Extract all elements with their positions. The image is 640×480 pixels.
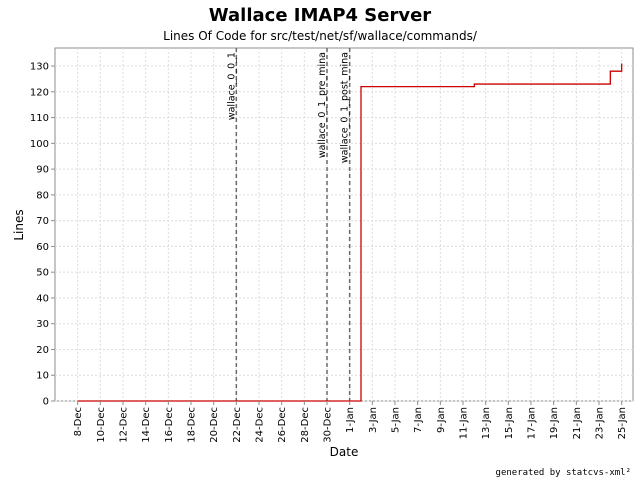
y-tick-label: 40 [36,293,49,304]
y-axis-label: Lines [12,209,26,240]
x-tick-label: 17-Jan [527,407,538,439]
x-tick-label: 7-Jan [413,407,424,433]
grid-lines [55,48,633,402]
version-marker-label: wallace_0_1_pre_mina [317,52,328,158]
x-tick-label: 10-Dec [96,407,107,443]
x-tick-label: 16-Dec [164,407,175,443]
y-tick-label: 50 [36,268,49,279]
y-tick-label: 90 [36,165,49,176]
y-tick-label: 10 [36,371,49,382]
generator-credit: generated by statcvs-xml² [496,468,631,478]
y-axis-ticks: 0 10 20 30 40 50 60 70 80 90 100 110 120 130 [30,62,55,408]
x-tick-label: 3-Jan [368,407,379,433]
y-tick-label: 70 [36,216,49,227]
x-tick-label: 9-Jan [436,407,447,433]
x-tick-label: 25-Jan [617,407,628,439]
x-tick-label: 23-Jan [595,407,606,439]
x-tick-label: 24-Dec [255,407,266,443]
version-markers: wallace_0_0_1 wallace_0_1_pre_mina wallace… [226,48,351,401]
x-tick-label: 14-Dec [141,407,152,443]
y-tick-label: 130 [30,62,49,73]
x-axis-ticks: 8-Dec 10-Dec 12-Dec 14-Dec 16-Dec 18-Dec 20-De… [73,401,628,443]
version-marker-label: wallace_0_0_1 [226,52,237,120]
x-tick-label: 1-Jan [345,407,356,433]
plot-area [54,47,634,402]
x-tick-label: 21-Jan [572,407,583,439]
y-tick-label: 0 [43,397,49,408]
x-tick-label: 26-Dec [277,407,288,443]
y-tick-label: 120 [30,87,49,98]
y-tick-label: 60 [36,242,49,253]
x-tick-label: 11-Jan [459,407,470,439]
y-tick-label: 80 [36,190,49,201]
x-tick-label: 12-Dec [119,407,130,443]
version-marker-label: wallace_0_1_post_mina [340,52,351,163]
x-axis-label: Date [330,445,359,459]
lines-of-code-series-line [77,63,623,402]
series-layer [77,63,623,402]
x-tick-label: 30-Dec [323,407,334,443]
x-tick-label: 8-Dec [73,407,84,436]
y-tick-label: 30 [36,319,49,330]
x-tick-label: 22-Dec [232,407,243,443]
x-tick-label: 18-Dec [187,407,198,443]
chart-title: Wallace IMAP4 Server [209,5,432,26]
x-tick-label: 19-Jan [549,407,560,439]
y-tick-label: 20 [36,345,49,356]
y-tick-label: 110 [30,113,49,124]
x-tick-label: 28-Dec [300,407,311,443]
x-tick-label: 20-Dec [209,407,220,443]
chart-subtitle: Lines Of Code for src/test/net/sf/wallac… [163,29,478,43]
x-tick-label: 15-Jan [504,407,515,439]
x-tick-label: 5-Jan [391,407,402,433]
x-tick-label: 13-Jan [481,407,492,439]
y-tick-label: 100 [30,139,49,150]
